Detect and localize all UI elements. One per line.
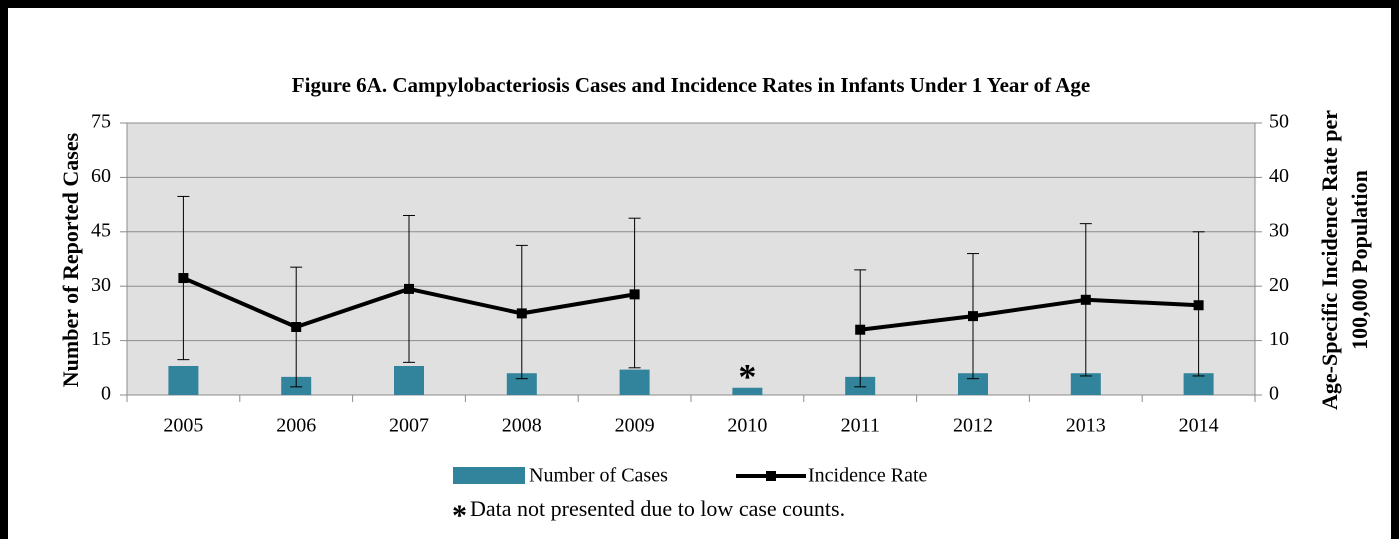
annotation: * <box>738 356 756 396</box>
y-tick-label: 0 <box>101 383 111 405</box>
x-tick-label: 2010 <box>727 415 767 437</box>
x-tick-label: 2013 <box>1066 415 1106 437</box>
bar <box>732 387 763 395</box>
marker <box>291 322 302 332</box>
x-tick-label: 2011 <box>841 415 880 437</box>
x-tick-label: 2008 <box>502 415 542 437</box>
legend-label: Number of Cases <box>529 465 668 487</box>
legend-label: Incidence Rate <box>808 465 927 487</box>
marker <box>178 273 189 284</box>
footnote: Data not presented due to low case count… <box>470 496 845 521</box>
y2-tick-label: 0 <box>1269 383 1279 405</box>
plot-area <box>127 123 1255 395</box>
chart-title: Figure 6A. Campylobacteriosis Cases and … <box>292 73 1090 97</box>
marker <box>629 289 640 300</box>
marker <box>1080 294 1091 305</box>
x-tick-label: 2012 <box>953 415 993 437</box>
y2-tick-label: 20 <box>1269 274 1289 296</box>
bar <box>1070 373 1101 395</box>
legend: Number of Cases Incidence Rate <box>453 465 927 487</box>
x-tick-label: 2014 <box>1179 415 1219 437</box>
legend-swatch <box>453 467 525 484</box>
y2-tick-label: 40 <box>1269 165 1289 187</box>
marker <box>404 283 414 294</box>
marker <box>968 311 978 322</box>
marker <box>1193 300 1204 311</box>
y-tick-label: 60 <box>91 165 111 187</box>
x-tick-label: 2009 <box>615 415 655 437</box>
x-tick-label: 2005 <box>163 415 203 437</box>
y2-tick-label: 30 <box>1269 219 1289 241</box>
bar <box>1183 373 1214 395</box>
y2-axis-title: Age-Specific Incidence Rate per <box>1317 110 1342 410</box>
bar <box>168 365 199 395</box>
x-tick-label: 2007 <box>389 415 429 437</box>
y2-tick-label: 10 <box>1269 328 1289 350</box>
bar <box>958 373 988 395</box>
y-tick-label: 75 <box>91 111 111 133</box>
x-tick-label: 2006 <box>276 415 316 437</box>
legend-marker <box>766 471 776 481</box>
y2-axis-title: 100,000 Population <box>1347 170 1372 350</box>
bar <box>506 373 537 395</box>
marker <box>855 324 866 335</box>
footnote-symbol: * <box>452 499 467 532</box>
marker <box>516 308 527 319</box>
y-axis-title: Number of Reported Cases <box>58 132 83 387</box>
y-tick-label: 30 <box>91 274 111 296</box>
y-tick-label: 15 <box>91 328 111 350</box>
y-tick-label: 45 <box>91 219 111 241</box>
y2-tick-label: 50 <box>1269 111 1289 133</box>
bar <box>394 365 424 395</box>
bar <box>619 369 650 395</box>
